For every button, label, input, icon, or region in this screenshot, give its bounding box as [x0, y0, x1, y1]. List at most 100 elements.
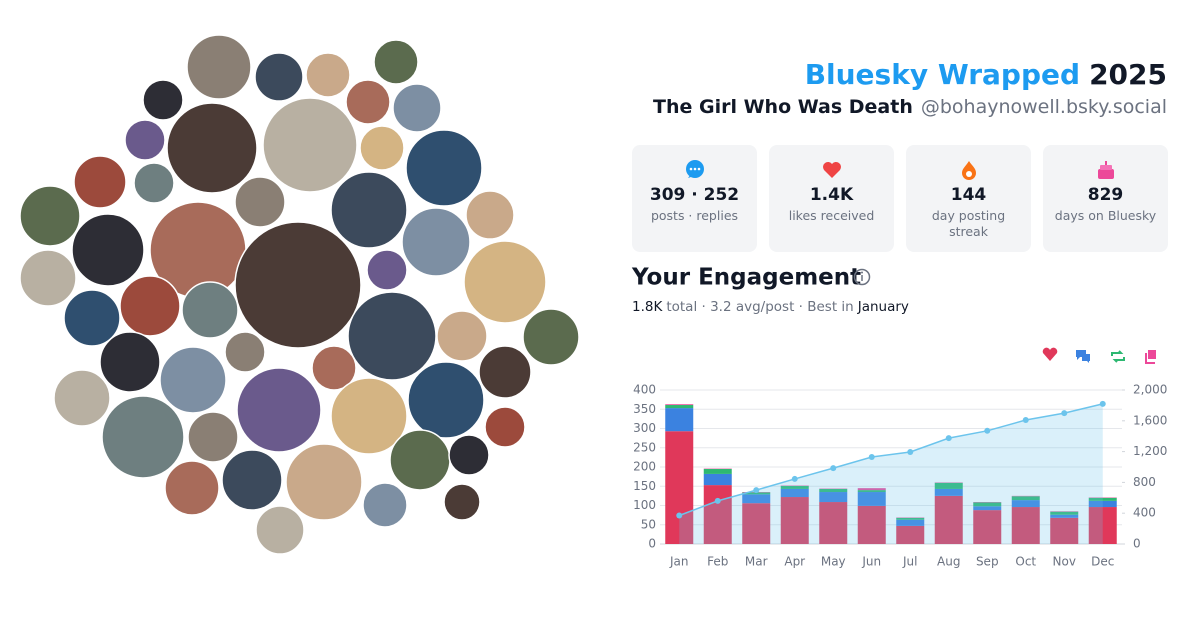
avatar[interactable]: [101, 395, 185, 479]
x-tick-label: Mar: [745, 555, 768, 569]
bar-segment: [1088, 497, 1117, 501]
legend-icon[interactable]: [1042, 347, 1058, 361]
stat-label: days on Bluesky: [1054, 208, 1157, 223]
line-point: [1099, 400, 1106, 407]
line-point: [1022, 417, 1029, 424]
avatar[interactable]: [187, 411, 239, 463]
line-point: [1061, 410, 1068, 417]
avatar[interactable]: [401, 207, 471, 277]
avatar[interactable]: [330, 171, 408, 249]
avatar[interactable]: [389, 429, 451, 491]
avatar[interactable]: [255, 505, 305, 555]
y2-tick-label: 1,200: [1133, 444, 1167, 458]
bar-segment: [934, 488, 963, 496]
avatar[interactable]: [234, 221, 362, 349]
y2-tick-label: 2,000: [1133, 383, 1167, 397]
wrapped-title: Bluesky Wrapped 2025: [805, 58, 1167, 91]
icon: [962, 161, 976, 180]
bar-segment: [857, 505, 886, 544]
bar-segment: [973, 502, 1002, 507]
y-tick-label: 400: [633, 383, 656, 397]
avatar[interactable]: [478, 345, 532, 399]
avatar[interactable]: [53, 369, 111, 427]
total: 1.8K: [632, 299, 663, 315]
line: [678, 403, 1103, 517]
avatar[interactable]: [407, 361, 485, 439]
avatar[interactable]: [366, 249, 408, 291]
info-icon[interactable]: [853, 268, 871, 286]
bar-segment: [742, 492, 771, 495]
bar-segment: [1088, 500, 1117, 508]
avatar[interactable]: [405, 129, 483, 207]
avatar[interactable]: [133, 162, 175, 204]
avatar[interactable]: [73, 155, 127, 209]
bar-segment: [780, 488, 809, 498]
line-point: [830, 465, 837, 472]
stat-label: likes received: [788, 208, 875, 223]
bar-segment: [703, 468, 732, 474]
y-tick-label: 0: [648, 537, 656, 551]
avatar[interactable]: [392, 83, 442, 133]
avatar[interactable]: [142, 79, 184, 121]
avatar[interactable]: [181, 281, 239, 339]
avatar[interactable]: [124, 119, 166, 161]
legend-icon[interactable]: [1076, 350, 1090, 363]
legend-icon[interactable]: [1145, 350, 1156, 364]
avatar-cloud: [19, 34, 580, 555]
avatar[interactable]: [463, 240, 547, 324]
avatar[interactable]: [254, 52, 304, 102]
bar-segment: [819, 502, 848, 544]
y2-tick-label: 0: [1133, 537, 1141, 551]
bar-segment: [857, 488, 886, 491]
bar-segment: [742, 503, 771, 544]
avatar[interactable]: [164, 460, 220, 516]
bar-segment: [1050, 511, 1079, 515]
x-tick-label: Jun: [861, 555, 881, 569]
avatar[interactable]: [166, 102, 258, 194]
bar-segment: [1011, 496, 1040, 501]
avatar[interactable]: [285, 443, 363, 521]
bar-segment: [742, 494, 771, 504]
bar-segment: [819, 488, 848, 493]
bar-segment: [780, 497, 809, 544]
avatar[interactable]: [373, 39, 419, 85]
icon: [686, 160, 704, 178]
avatar[interactable]: [484, 406, 526, 448]
avatar[interactable]: [236, 367, 322, 453]
avatar[interactable]: [234, 176, 286, 228]
avatar[interactable]: [436, 310, 488, 362]
avatar[interactable]: [359, 125, 405, 171]
avatar[interactable]: [262, 97, 358, 193]
avatar[interactable]: [63, 289, 121, 347]
x-tick-label: Dec: [1091, 555, 1114, 569]
x-tick-label: Apr: [784, 555, 805, 569]
avatar[interactable]: [305, 52, 351, 98]
y-tick-label: 300: [633, 421, 656, 435]
avatar[interactable]: [345, 79, 391, 125]
avatar[interactable]: [330, 377, 408, 455]
y-tick-label: 200: [633, 460, 656, 474]
avatar[interactable]: [522, 308, 580, 366]
avatar[interactable]: [99, 331, 161, 393]
avatar[interactable]: [19, 249, 77, 307]
avatar[interactable]: [224, 331, 266, 373]
avatar[interactable]: [362, 482, 408, 528]
line-point: [791, 475, 798, 482]
avatar[interactable]: [19, 185, 81, 247]
avatar[interactable]: [186, 34, 252, 100]
avatar[interactable]: [443, 483, 481, 521]
avatar[interactable]: [311, 345, 357, 391]
avatar[interactable]: [221, 449, 283, 511]
avatar[interactable]: [159, 346, 227, 414]
legend-icon[interactable]: [1111, 350, 1125, 363]
y-tick-label: 250: [633, 440, 656, 454]
avatar[interactable]: [119, 275, 181, 337]
avatar[interactable]: [71, 213, 145, 287]
avatar[interactable]: [465, 190, 515, 240]
bar-segment: [973, 506, 1002, 511]
avatar[interactable]: [448, 434, 490, 476]
best-month: January: [857, 299, 909, 315]
bar-segment: [1088, 507, 1117, 544]
avatar[interactable]: [347, 291, 437, 381]
